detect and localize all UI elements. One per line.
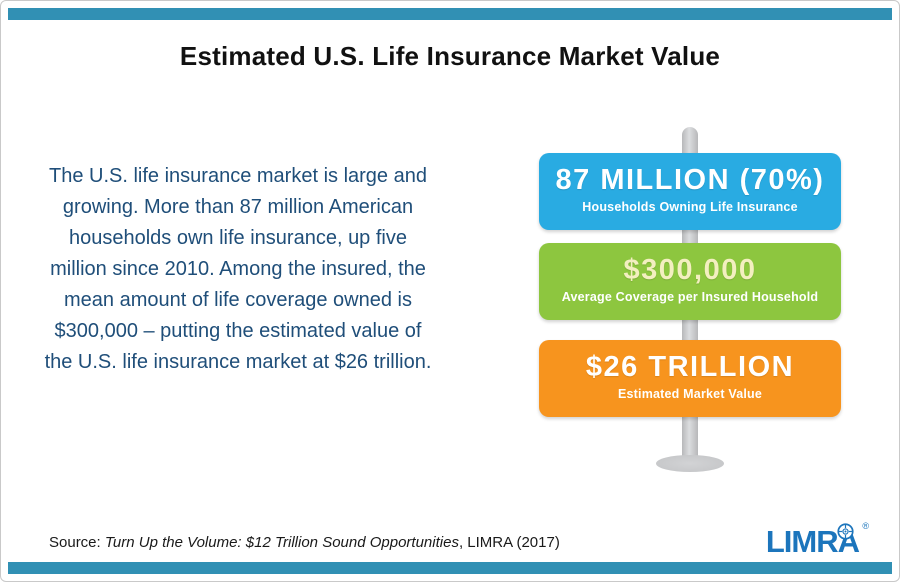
stat-value-coverage: $300,000 [623,254,757,286]
bottom-accent-bar [8,562,892,574]
signpost-graphic: 87 MILLION (70%) Households Owning Life … [529,123,851,475]
stat-board-market-value: $26 TRILLION Estimated Market Value [539,340,841,417]
body-paragraph: The U.S. life insurance market is large … [44,165,432,373]
signpost-base [656,455,724,472]
compass-icon [837,523,854,540]
limra-logo: LIMRA ® [766,521,869,559]
stat-board-households: 87 MILLION (70%) Households Owning Life … [539,153,841,230]
source-citation-title: Turn Up the Volume: $12 Trillion Sound O… [104,534,459,551]
stat-board-coverage: $300,000 Average Coverage per Insured Ho… [539,243,841,320]
stat-label-market-value: Estimated Market Value [617,387,763,401]
stat-value-households: 87 MILLION (70%) [555,164,825,196]
source-suffix: , LIMRA (2017) [458,534,560,551]
source-line: Source: Turn Up the Volume: $12 Trillion… [49,534,560,551]
stat-value-market-value: $26 TRILLION [585,351,795,383]
page-title: Estimated U.S. Life Insurance Market Val… [179,41,721,71]
stat-label-households: Households Owning Life Insurance [582,200,798,214]
top-accent-bar [8,8,892,20]
stat-label-coverage: Average Coverage per Insured Household [561,290,819,304]
source-prefix: Source: [49,534,105,551]
registered-mark: ® [862,521,869,531]
